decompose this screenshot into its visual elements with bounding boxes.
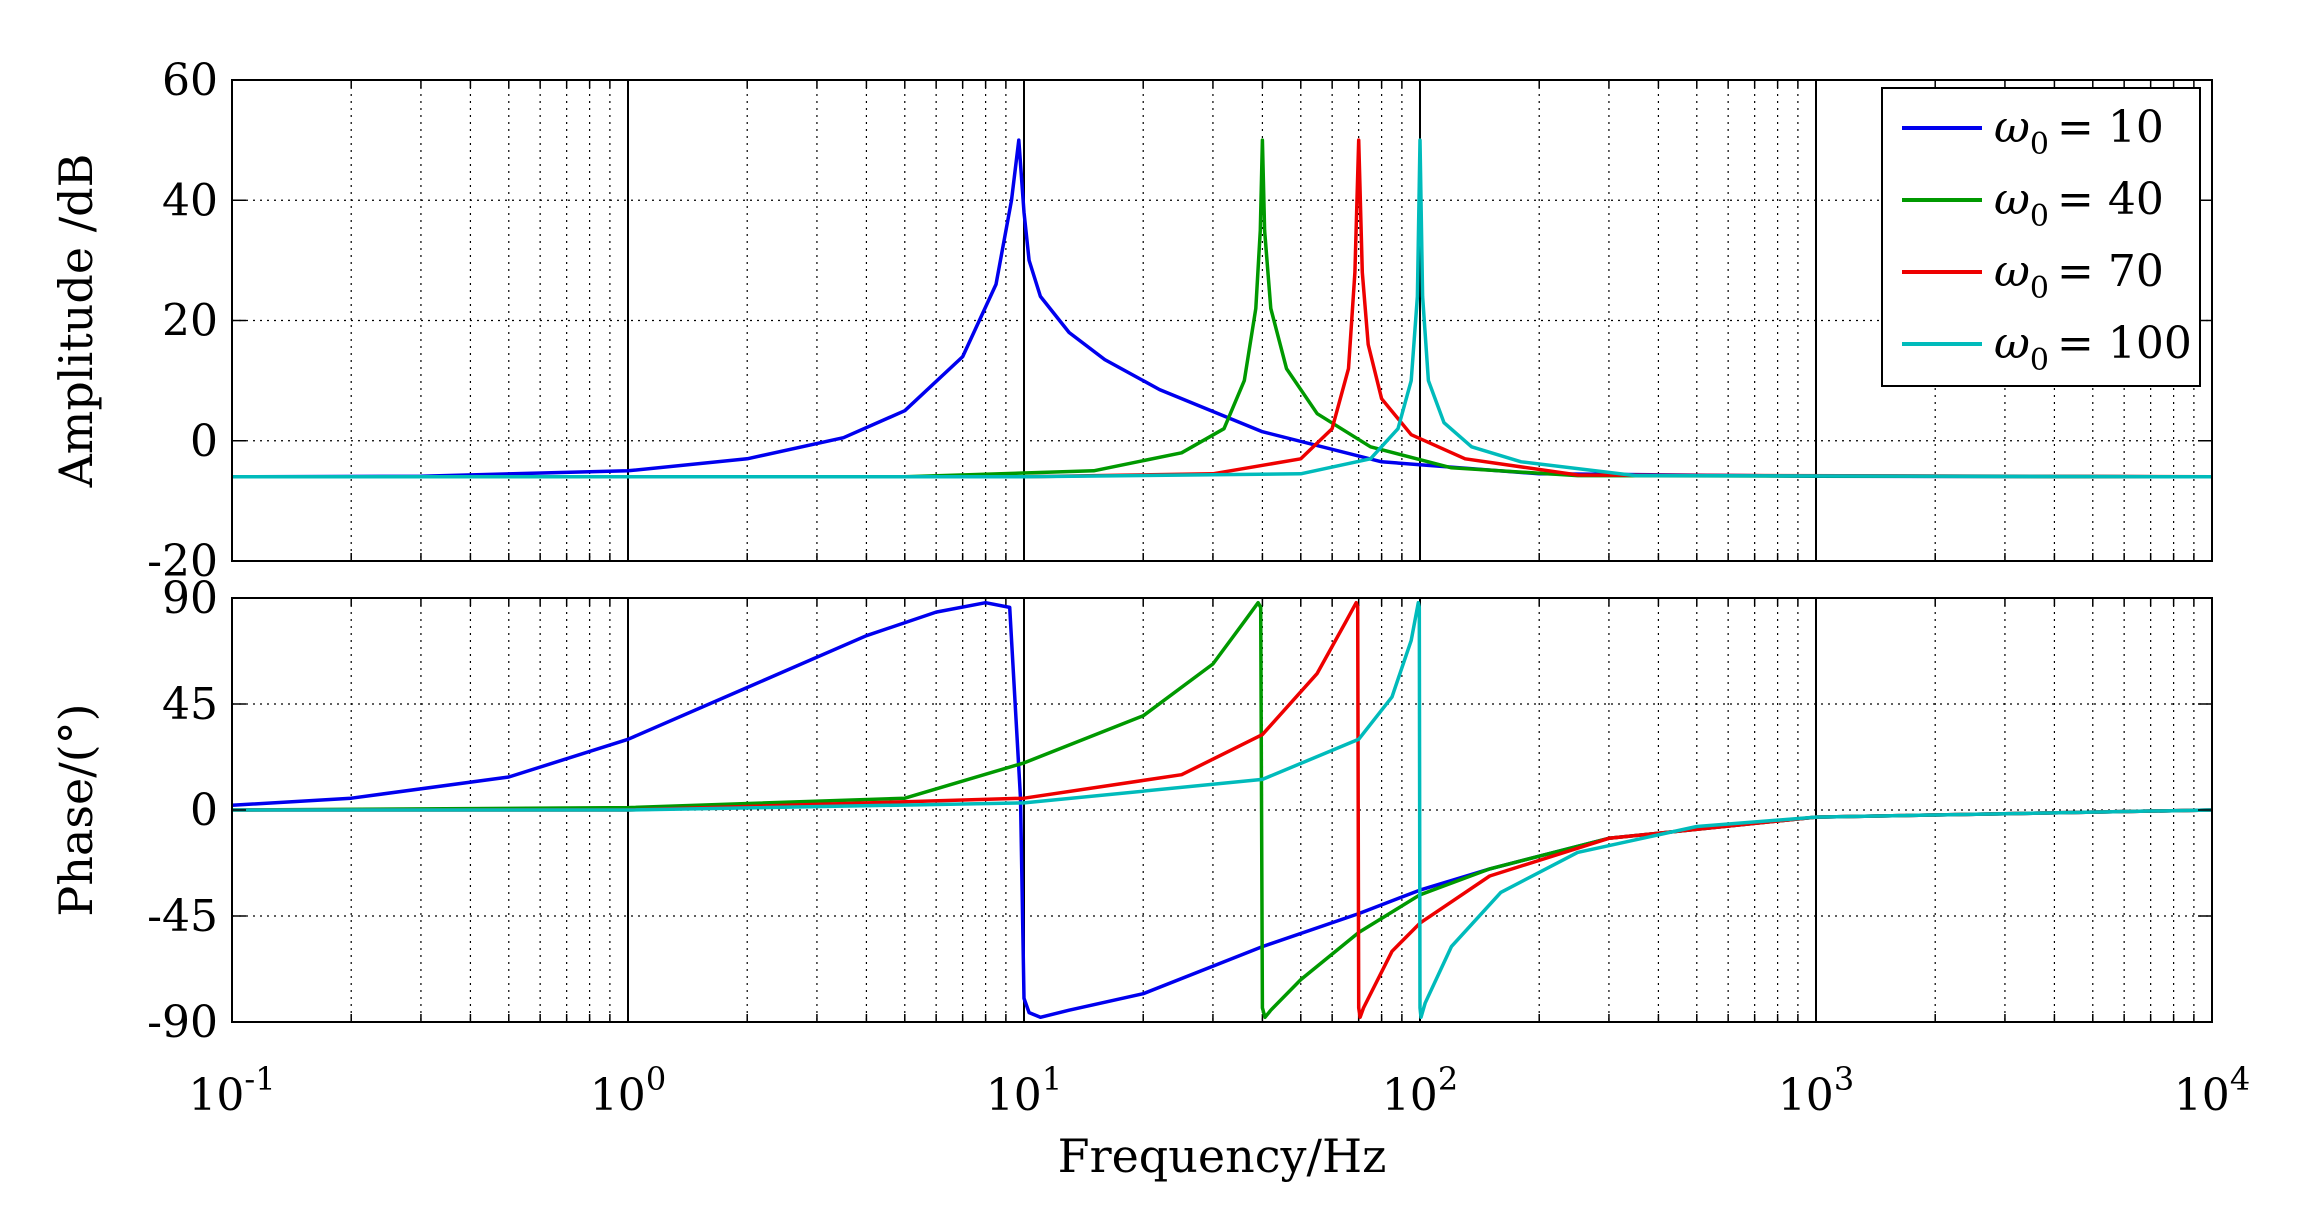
legend-label-omega0-40: ω0 = 40	[1994, 174, 2164, 234]
y-tick-label: -45	[147, 891, 218, 942]
phase-y-ticks: 90 45 0 -45 -90	[147, 573, 2212, 1048]
amplitude-y-ticks: 60 40 20 0 -20	[147, 55, 2212, 587]
amplitude-y-axis-label: Amplitude /dB	[49, 154, 103, 489]
x-tick-label: 103	[1778, 1060, 1854, 1121]
frequency-x-axis-label: Frequency/Hz	[1058, 1129, 1387, 1183]
series-line-omega0-70	[232, 138, 2213, 479]
legend-label-omega0-70: ω0 = 70	[1994, 246, 2164, 306]
legend-label-omega0-100: ω0 = 100	[1994, 318, 2192, 378]
series-line-omega0-10	[231, 600, 2213, 1020]
x-tick-label: 100	[590, 1060, 666, 1121]
y-tick-label: 40	[162, 175, 218, 226]
legend-box	[1881, 87, 2201, 387]
x-tick-label: 104	[2174, 1060, 2250, 1121]
series-line-omega0-100	[232, 138, 2213, 479]
phase-panel: 90 45 0 -45 -90 10-1 100 101 102 103 104 Phase/(°…	[49, 573, 2250, 1183]
x-tick-label: 101	[986, 1060, 1062, 1121]
y-tick-label: 0	[190, 785, 218, 836]
series-line-omega0-10	[231, 138, 2213, 479]
legend-label-omega0-10: ω0 = 10	[1994, 102, 2164, 162]
amplitude-series-group	[231, 138, 2213, 479]
x-tick-label: 102	[1382, 1060, 1458, 1121]
legend-entries: ω0 = 10 ω0 = 40 ω0 = 70 ω0 = 100	[1902, 102, 2192, 378]
y-tick-label: 20	[162, 296, 218, 347]
y-tick-label: 60	[162, 55, 218, 106]
series-line-omega0-70	[232, 600, 2213, 1020]
phase-series-group	[231, 600, 2213, 1020]
legend: ω0 = 10 ω0 = 40 ω0 = 70 ω0 = 100	[1881, 87, 2201, 387]
y-tick-label: 90	[162, 573, 218, 624]
y-tick-label: -90	[147, 997, 218, 1048]
series-line-omega0-100	[232, 600, 2213, 1020]
x-tick-label: 10-1	[188, 1060, 275, 1121]
y-tick-label: 0	[190, 416, 218, 467]
series-line-omega0-40	[231, 600, 2213, 1020]
amplitude-grid	[231, 80, 2212, 561]
phase-y-axis-label: Phase/(°)	[49, 703, 103, 916]
y-tick-label: 45	[162, 679, 218, 730]
frequency-x-ticks: 10-1 100 101 102 103 104	[188, 1060, 2250, 1121]
series-line-omega0-40	[232, 138, 2213, 479]
y-tick-label: -20	[147, 536, 218, 587]
